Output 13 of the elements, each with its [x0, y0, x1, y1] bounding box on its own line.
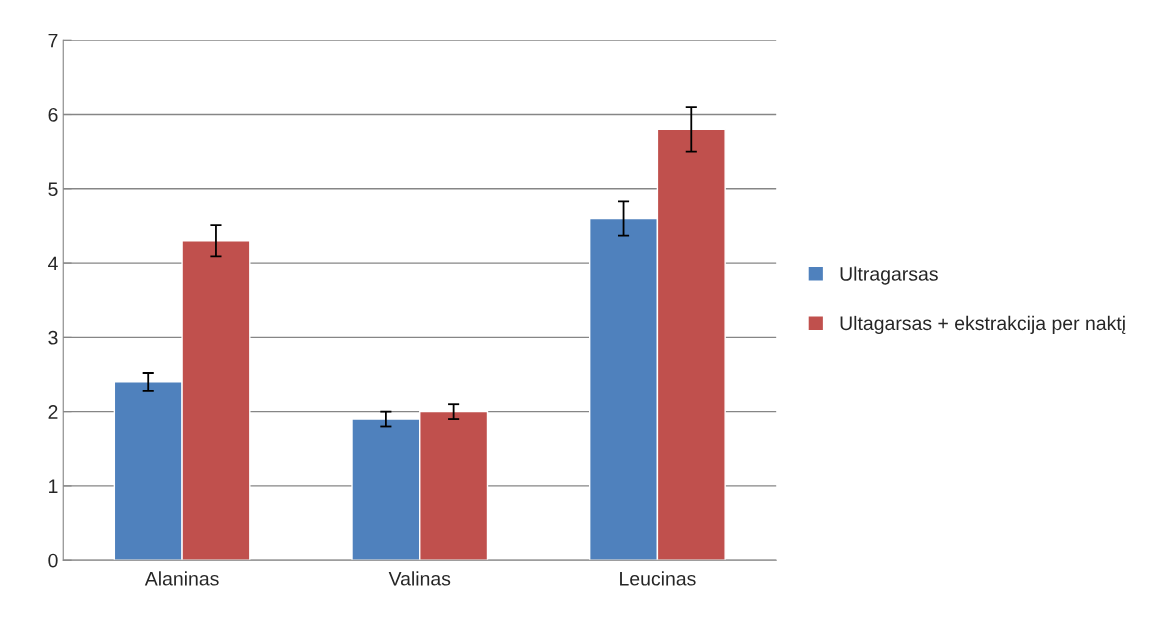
y-tick-label: 1	[49, 479, 58, 493]
y-tick-label: 7	[48, 33, 58, 48]
y-tick-label: 4	[48, 256, 58, 271]
x-tick-label: Valinas	[388, 571, 451, 586]
legend-label: Ultagarsas + ekstrakcija per naktį	[840, 315, 1126, 335]
x-tick-label: Leucinas	[620, 571, 696, 586]
legend-label: Ultragarsas	[840, 266, 938, 285]
y-tick-label: 3	[48, 330, 58, 345]
y-tick-label: 5	[48, 182, 58, 197]
y-tick-label: 6	[48, 107, 58, 122]
x-tick-label: Alaninas	[144, 571, 219, 586]
y-tick-label: 0	[48, 553, 58, 568]
y-tick-label: 2	[48, 405, 58, 419]
